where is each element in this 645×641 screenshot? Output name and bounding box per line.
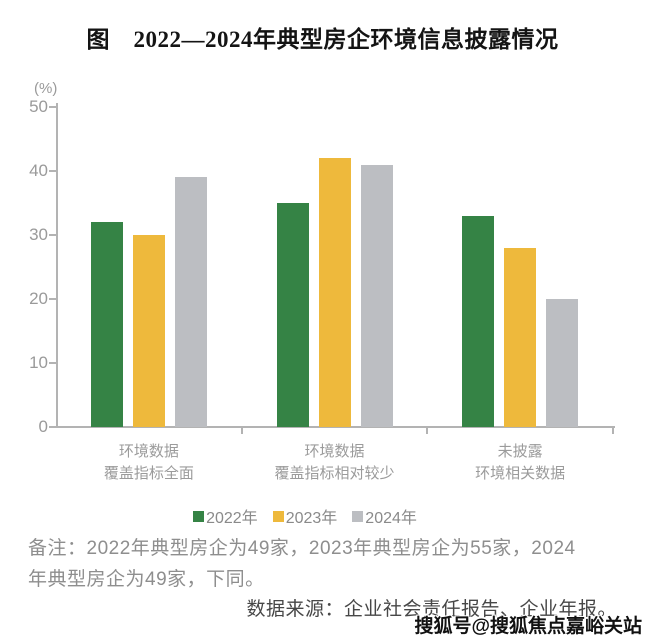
category-label-2: 环境数据覆盖指标相对较少 xyxy=(242,441,428,485)
x-axis-line xyxy=(56,426,615,428)
legend-item-2024年: 2024年 xyxy=(352,504,417,528)
x-tick-mark xyxy=(240,427,243,434)
bar-2022年-category3 xyxy=(462,215,495,427)
category-label-1: 环境数据覆盖指标全面 xyxy=(56,441,242,485)
y-tick-label-20: 20 xyxy=(29,289,48,308)
y-tick-label-0: 0 xyxy=(38,417,48,436)
y-axis-unit-label: (%) xyxy=(34,80,58,97)
legend-label: 2024年 xyxy=(365,510,417,527)
y-tick-mark xyxy=(49,234,56,236)
legend-label: 2023年 xyxy=(285,510,338,527)
x-tick-mark xyxy=(426,427,429,434)
bar-2022年-category2 xyxy=(276,203,309,427)
y-tick-mark xyxy=(49,426,56,428)
y-tick-mark xyxy=(49,106,56,108)
bar-2023年-category1 xyxy=(132,235,165,427)
legend-swatch-icon xyxy=(352,510,364,522)
bar-2024年-category2 xyxy=(360,164,393,427)
x-tick-mark xyxy=(612,427,614,434)
bar-2023年-category3 xyxy=(504,247,537,427)
legend-item-2022年: 2022年 xyxy=(193,504,258,528)
y-tick-label-40: 40 xyxy=(29,161,48,180)
y-tick-label-30: 30 xyxy=(29,225,48,244)
category-label-line: 未披露 xyxy=(497,443,543,460)
chart-title: 图 2022—2024年典型房企环境信息披露情况 xyxy=(86,27,559,52)
legend-swatch-icon xyxy=(272,510,284,522)
watermark: 搜狐号@搜狐焦点嘉峪关站 xyxy=(414,616,642,637)
bar-2024年-category3 xyxy=(546,299,579,427)
bar-2022年-category1 xyxy=(90,222,123,427)
bar-2023年-category2 xyxy=(318,158,351,427)
category-label-line: 环境相关数据 xyxy=(475,465,566,482)
category-label-line: 环境数据 xyxy=(118,443,179,460)
y-axis-line xyxy=(56,103,58,428)
category-label-line: 环境数据 xyxy=(304,443,365,460)
y-tick-label-50: 50 xyxy=(29,97,48,116)
category-label-line: 覆盖指标相对较少 xyxy=(274,465,395,482)
y-tick-mark xyxy=(49,298,56,300)
legend-item-2023年: 2023年 xyxy=(272,504,338,528)
data-source-label: 数据来源：企业社会责任报告、企业年报。 xyxy=(246,599,617,620)
category-label-3: 未披露 环境相关数据 xyxy=(427,441,613,485)
category-label-line: 覆盖指标全面 xyxy=(103,465,194,482)
legend-swatch-icon xyxy=(193,510,205,522)
legend-label: 2022年 xyxy=(206,510,258,527)
footnote: 备注：2022年典型房企为49家，2023年典型房企为55家，2024年典型房企… xyxy=(28,538,576,590)
y-tick-mark xyxy=(49,170,56,172)
bar-2024年-category1 xyxy=(174,177,207,427)
y-tick-mark xyxy=(49,362,56,364)
y-tick-label-10: 10 xyxy=(29,353,48,372)
legend: 2022年 2023年 2024年 xyxy=(0,504,610,528)
